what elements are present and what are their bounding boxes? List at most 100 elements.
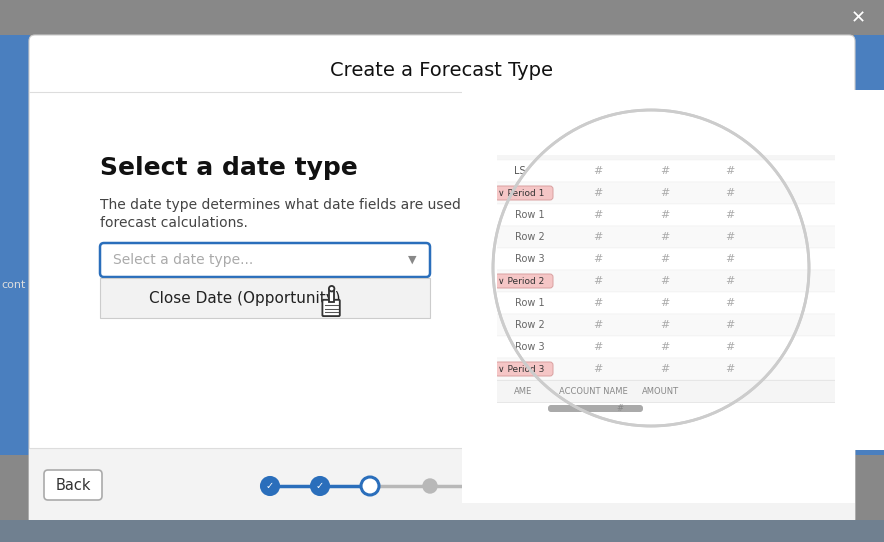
Text: #: # [725, 276, 735, 286]
Text: AMOUNT: AMOUNT [642, 386, 679, 396]
FancyBboxPatch shape [29, 35, 855, 525]
Bar [0, 35, 30, 455]
Bar [467, 182, 840, 204]
Circle shape [311, 477, 329, 495]
Bar [0, 0, 884, 35]
Text: forecast calculations.: forecast calculations. [100, 216, 248, 230]
Bar [467, 270, 840, 292]
Text: #: # [725, 364, 735, 374]
FancyBboxPatch shape [323, 300, 339, 316]
Text: Row 3: Row 3 [515, 342, 545, 352]
Text: #: # [660, 320, 670, 330]
Text: Row 1: Row 1 [515, 298, 545, 308]
Text: ✓: ✓ [266, 481, 274, 491]
FancyBboxPatch shape [780, 470, 838, 500]
Circle shape [361, 477, 379, 495]
Text: ∨ Period 1: ∨ Period 1 [498, 189, 545, 197]
Text: #: # [725, 188, 735, 198]
Text: cont: cont [2, 280, 27, 290]
Bar [462, 90, 855, 155]
Text: #: # [593, 188, 603, 198]
Text: ∨ Period 3: ∨ Period 3 [498, 365, 545, 373]
Bar [467, 226, 840, 248]
Bar [462, 90, 497, 450]
Text: Back: Back [55, 478, 91, 493]
Text: ▼: ▼ [408, 255, 416, 265]
Bar [0, 520, 884, 542]
Circle shape [261, 477, 279, 495]
Text: Row 1: Row 1 [515, 210, 545, 220]
Text: ✕: ✕ [850, 9, 865, 27]
Bar [467, 204, 840, 226]
Text: Row 3: Row 3 [515, 254, 545, 264]
Text: #: # [660, 188, 670, 198]
Text: #: # [593, 342, 603, 352]
FancyBboxPatch shape [495, 274, 553, 288]
Text: #: # [725, 320, 735, 330]
Bar [467, 248, 840, 270]
FancyBboxPatch shape [495, 362, 553, 376]
Bar [854, 35, 884, 455]
Text: COMMIT: COMMIT [645, 145, 684, 154]
Text: AME: AME [514, 386, 532, 396]
Text: #: # [593, 320, 603, 330]
Text: #: # [660, 210, 670, 220]
Text: CLOSED ONLY: CLOSED ONLY [566, 145, 629, 154]
Text: The date type determines what date fields are used in: The date type determines what date field… [100, 198, 478, 212]
Bar [467, 358, 840, 380]
Text: #: # [725, 166, 735, 176]
Text: ∨ Period 2: ∨ Period 2 [498, 276, 545, 286]
Text: #: # [593, 166, 603, 176]
Bar [467, 380, 840, 402]
Text: #: # [660, 364, 670, 374]
Text: #: # [725, 232, 735, 242]
Text: #: # [725, 298, 735, 308]
Text: Create a Forecast Type: Create a Forecast Type [331, 61, 553, 80]
Text: #: # [725, 342, 735, 352]
Bar [467, 336, 840, 358]
Text: #: # [616, 404, 623, 413]
Bar [329, 289, 334, 302]
Circle shape [523, 479, 537, 493]
Text: #: # [660, 298, 670, 308]
Text: #: # [593, 364, 603, 374]
Text: #: # [593, 232, 603, 242]
FancyBboxPatch shape [548, 405, 643, 412]
Circle shape [329, 286, 334, 292]
Text: #: # [593, 254, 603, 264]
Text: #: # [593, 276, 603, 286]
Text: Select a date type...: Select a date type... [113, 253, 253, 267]
Bar [467, 314, 840, 336]
Text: ACCOUNT NAME: ACCOUNT NAME [559, 386, 628, 396]
FancyBboxPatch shape [100, 243, 430, 277]
Text: Row 2: Row 2 [515, 320, 545, 330]
Circle shape [473, 479, 487, 493]
Bar [835, 90, 884, 450]
Text: #: # [660, 254, 670, 264]
Text: LS: LS [514, 166, 526, 176]
Text: #: # [660, 232, 670, 242]
Text: Select a date type: Select a date type [100, 156, 358, 180]
Text: Close Date (Opportunity): Close Date (Opportunity) [149, 291, 341, 306]
Bar [467, 292, 840, 314]
Bar [100, 278, 430, 318]
FancyBboxPatch shape [44, 470, 102, 500]
Text: #: # [660, 342, 670, 352]
Text: ✓: ✓ [316, 481, 324, 491]
Text: #: # [725, 254, 735, 264]
Bar [462, 413, 855, 503]
Circle shape [573, 479, 587, 493]
Text: #: # [593, 210, 603, 220]
Bar [467, 160, 840, 182]
Text: #: # [660, 276, 670, 286]
Text: BES: BES [721, 145, 739, 154]
Text: #: # [725, 210, 735, 220]
FancyBboxPatch shape [495, 186, 553, 200]
Text: #: # [593, 298, 603, 308]
Text: Row 2: Row 2 [515, 232, 545, 242]
Text: #: # [660, 166, 670, 176]
Circle shape [423, 479, 437, 493]
Bar [29, 448, 855, 525]
Circle shape [493, 110, 809, 426]
Text: Next: Next [789, 478, 828, 493]
